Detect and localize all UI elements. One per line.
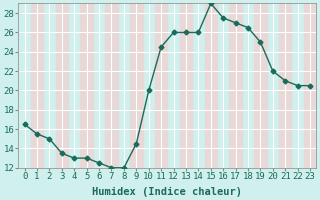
Bar [56,3,68,168]
Bar [204,3,217,168]
Bar [304,3,316,168]
X-axis label: Humidex (Indice chaleur): Humidex (Indice chaleur) [92,186,242,197]
Bar [180,3,192,168]
Bar [130,3,142,168]
Bar [279,3,292,168]
Bar [80,3,93,168]
Bar [105,3,118,168]
Bar [31,3,43,168]
Bar [229,3,242,168]
Bar [254,3,267,168]
Bar [155,3,167,168]
